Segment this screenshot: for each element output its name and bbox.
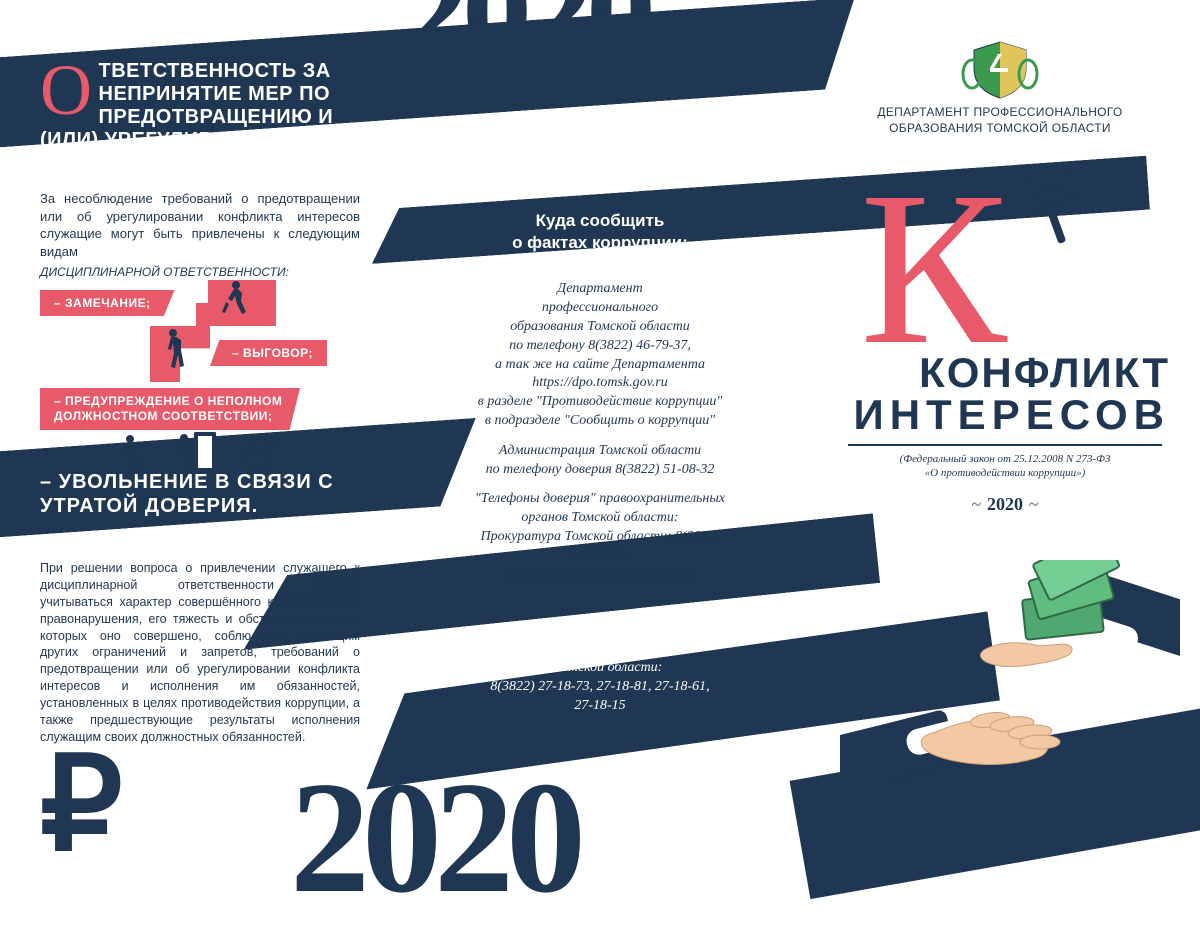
mid-title: Куда сообщить о фактах коррупции:	[430, 210, 770, 254]
silhouette-row	[120, 430, 282, 474]
department-name: ДЕПАРТАМЕНТ ПРОФЕССИОНАЛЬНОГО ОБРАЗОВАНИ…	[840, 105, 1160, 136]
mid-block-dept: Департамент профессионального образовани…	[430, 280, 770, 431]
silhouette-walk-icon	[160, 328, 186, 376]
tag-remark: – ЗАМЕЧАНИЕ;	[40, 290, 175, 316]
right-title: КОНФЛИКТ ИНТЕРЕСОВ	[840, 352, 1170, 436]
left-title: О ТВЕТСТВЕННОСТЬ ЗА НЕПРИНЯТИЕ МЕР ПО ПР…	[40, 60, 360, 175]
right-year: 2020	[840, 494, 1170, 515]
right-title-line2: ИНТЕРЕСОВ	[840, 394, 1170, 436]
dismiss-heading: – УВОЛЬНЕНИЕ В СВЯЗИ С УТРАТОЙ ДОВЕРИЯ.	[40, 470, 360, 518]
tag-warning: – ПРЕДУПРЕЖДЕНИЕ О НЕПОЛНОМ ДОЛЖНОСТНОМ …	[40, 388, 300, 430]
panel-middle: Куда сообщить о фактах коррупции: Департ…	[400, 0, 800, 850]
disciplinary-label: ДИСЦИПЛИНАРНОЙ ОТВЕТСТВЕННОСТИ:	[40, 265, 360, 279]
gavel-icon	[1015, 170, 1105, 260]
mid-block-admin: Администрация Томской области по телефон…	[430, 442, 770, 480]
panel-right: ДЕПАРТАМЕНТ ПРОФЕССИОНАЛЬНОГО ОБРАЗОВАНИ…	[800, 0, 1200, 850]
right-subtitle: (Федеральный закон от 25.12.2008 N 273-Ф…	[840, 452, 1170, 481]
right-title-line1: КОНФЛИКТ	[840, 352, 1170, 394]
silhouette-run-icon	[220, 280, 250, 324]
mid-block-prosec: "Телефоны доверия" правоохранительных ор…	[430, 490, 770, 584]
tag-reprimand: – ВЫГОВОР;	[210, 340, 327, 366]
mid-block-umvd: УМВД России по Томской области: 8(3822) …	[430, 640, 770, 716]
crest-icon	[960, 38, 1040, 102]
silhouette-door-icon	[174, 430, 218, 474]
silhouette-point-icon	[120, 434, 150, 474]
dropcap: О	[40, 62, 93, 118]
brochure-page: 2020 2020 ₽ О ТВЕТСТВЕННОСТЬ ЗА НЕПРИНЯТ…	[0, 0, 1200, 850]
hands-illustration	[840, 560, 1180, 820]
title-rule	[848, 444, 1162, 446]
left-intro: За несоблюдение требований о предотвраще…	[40, 190, 360, 260]
big-k-letter: К	[860, 180, 1007, 356]
left-body: При решении вопроса о привлечении служащ…	[40, 560, 360, 746]
panel-left: О ТВЕТСТВЕННОСТЬ ЗА НЕПРИНЯТИЕ МЕР ПО ПР…	[0, 0, 400, 850]
silhouette-box-icon	[242, 438, 282, 474]
